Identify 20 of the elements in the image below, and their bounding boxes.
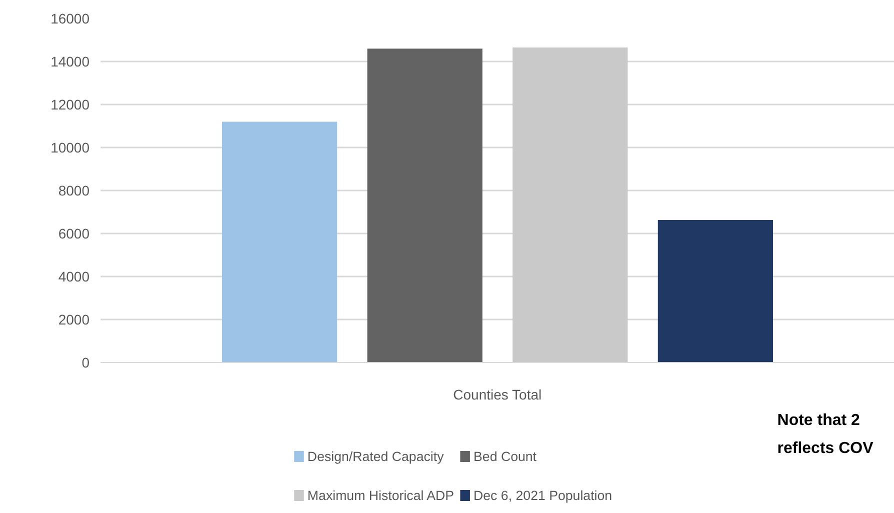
bar: [222, 122, 338, 362]
y-tick-label: 8000: [58, 182, 90, 198]
y-tick-label: 10000: [50, 140, 90, 156]
y-tick-label: 4000: [58, 268, 90, 284]
bar: [512, 48, 628, 362]
y-tick-label: 14000: [50, 54, 90, 70]
y-tick-label: 0: [82, 354, 90, 370]
legend-label: Design/Rated Capacity: [307, 449, 444, 464]
legend-label: Dec 6, 2021 Population: [474, 488, 612, 503]
y-tick-label: 12000: [50, 96, 90, 112]
y-tick-label: 16000: [50, 10, 90, 26]
bar: [367, 48, 482, 362]
legend-label: Bed Count: [474, 449, 537, 464]
legend-label: Maximum Historical ADP: [307, 488, 454, 503]
y-tick-label: 6000: [58, 226, 90, 242]
text: reflects COV: [777, 440, 874, 457]
x-tick-label: Counties Total: [453, 386, 542, 402]
bar: [658, 220, 774, 362]
text: Note that 2: [777, 412, 860, 429]
y-tick-label: 2000: [58, 312, 90, 328]
